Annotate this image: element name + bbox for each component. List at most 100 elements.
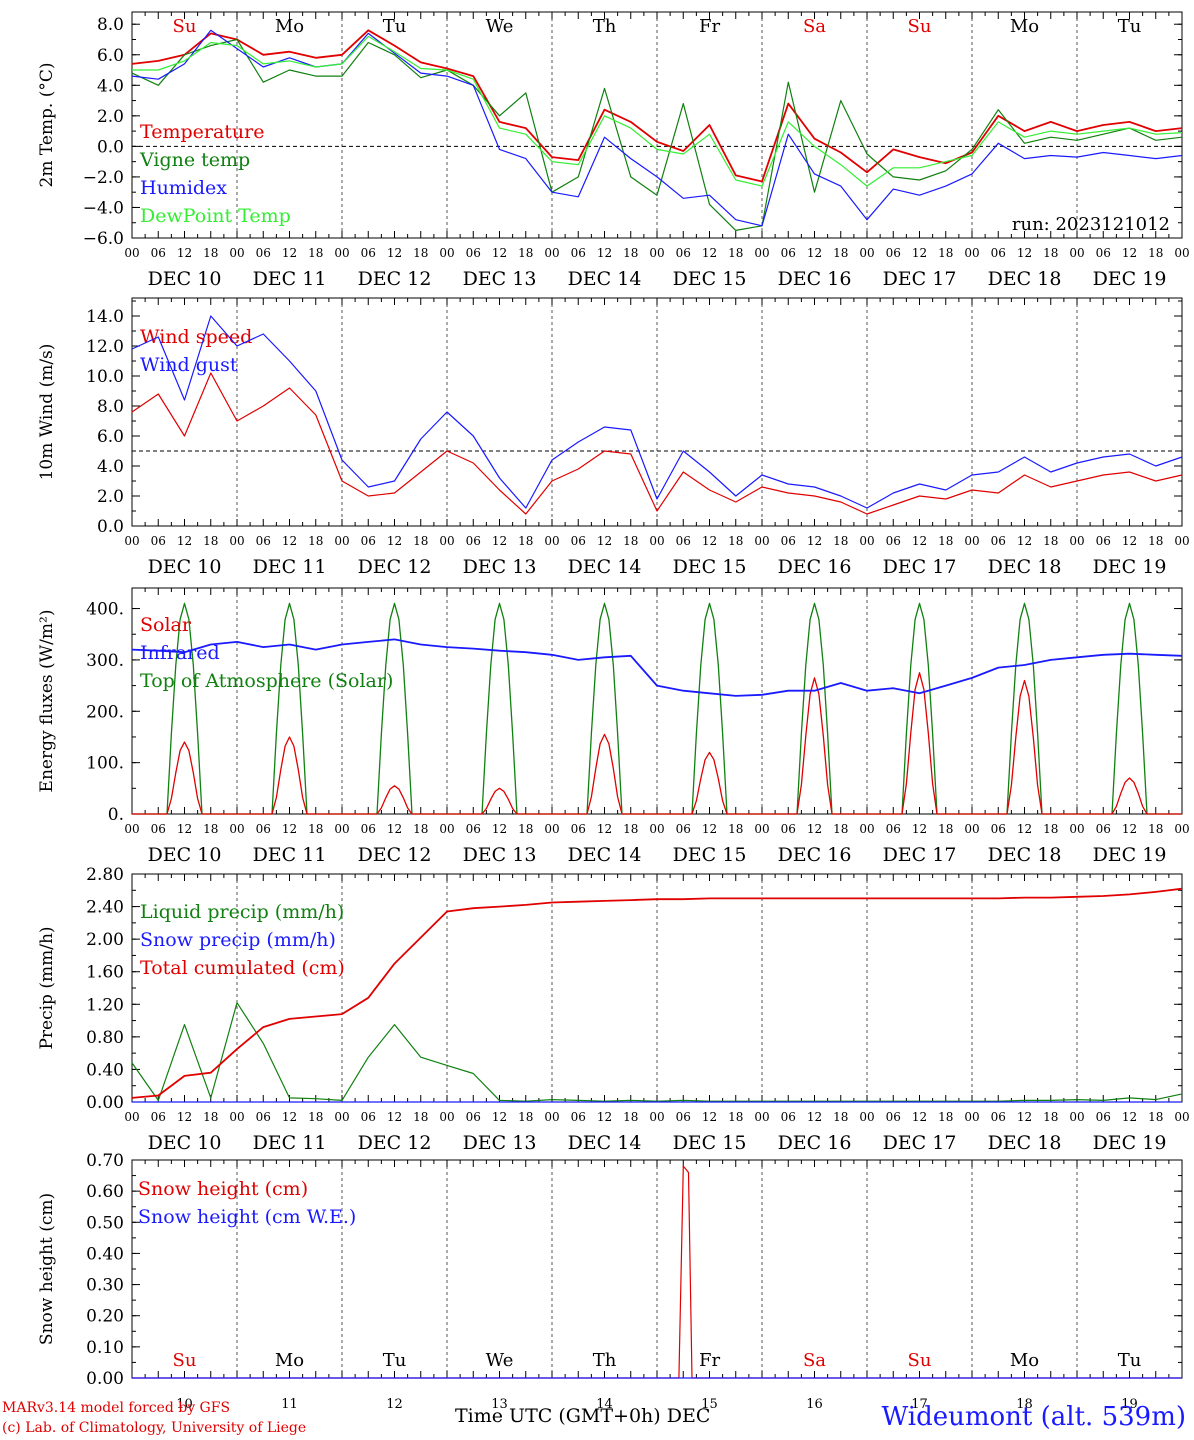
series-line-wind-gust	[131, 315, 1183, 509]
y-tick-label: 0.40	[86, 1060, 124, 1080]
y-tick-label: 100.	[86, 754, 124, 774]
hour-tick-label: 12	[387, 246, 402, 260]
hour-tick-label: 18	[833, 822, 848, 836]
y-tick-label: 1.60	[86, 963, 124, 983]
y-tick-label: 0.20	[86, 1307, 124, 1327]
hour-tick-label: 18	[938, 534, 953, 548]
hour-tick-label: 12	[912, 246, 927, 260]
legend-entry: DewPoint Temp	[140, 205, 291, 227]
hour-tick-label: 12	[1122, 822, 1137, 836]
hour-tick-label: 00	[964, 822, 979, 836]
y-tick-label: 14.0	[86, 307, 124, 327]
panel-temp: 8.0 6.0 4.0 2.0 0.0 −2.0 −4.0 −6.0 2m Temp. (°C)…	[37, 11, 1190, 290]
hour-tick-label: 00	[859, 534, 874, 548]
day-abbrev-label: Fr	[699, 1350, 720, 1371]
legend-entry: Snow height (cm W.E.)	[138, 1206, 356, 1228]
hour-tick-label: 00	[649, 246, 664, 260]
hour-tick-label: 12	[597, 1110, 612, 1124]
hour-tick-label: 18	[938, 246, 953, 260]
hour-tick-label: 12	[807, 822, 822, 836]
day-abbrev-label: Mo	[1010, 16, 1039, 37]
hour-tick-label: 00	[439, 1110, 454, 1124]
legend-entry: Vigne temp	[139, 149, 250, 171]
hour-tick-label: 18	[308, 534, 323, 548]
model-credit: MARv3.14 model forced by GFS	[2, 1400, 231, 1416]
hour-tick-label: 06	[991, 246, 1006, 260]
date-label: DEC 10	[148, 556, 222, 578]
y-tick-label: 0.0	[97, 137, 124, 157]
date-label: DEC 15	[673, 1132, 747, 1154]
y-tick-label: −4.0	[83, 198, 124, 218]
day-number-label: 18	[1016, 1397, 1033, 1412]
date-label: DEC 16	[778, 1132, 852, 1154]
y-axis-label: Energy fluxes (W/m²)	[37, 610, 57, 793]
panel-snow: 0.70 0.60 0.50 0.40 0.30 0.20 0.10 0.00 Snow hei…	[37, 1151, 1183, 1412]
hour-tick-label: 06	[991, 534, 1006, 548]
hour-tick-label: 06	[571, 246, 586, 260]
y-tick-label: −2.0	[83, 168, 124, 188]
date-label: DEC 19	[1093, 844, 1167, 866]
hour-tick-label: 06	[466, 534, 481, 548]
hour-tick-label: 18	[833, 534, 848, 548]
legend-entry: Temperature	[140, 121, 264, 143]
hour-tick-label: 06	[1096, 246, 1111, 260]
hour-tick-label: 06	[676, 534, 691, 548]
day-abbrev-label: Mo	[1010, 1350, 1039, 1371]
hour-tick-label: 18	[203, 246, 218, 260]
day-abbrev-label: Th	[593, 16, 617, 37]
date-label: DEC 11	[253, 268, 327, 290]
hour-tick-label: 00	[544, 534, 559, 548]
date-label: DEC 18	[988, 268, 1062, 290]
hour-tick-label: 00	[439, 246, 454, 260]
hour-tick-label: 12	[492, 822, 507, 836]
hour-tick-label: 12	[387, 822, 402, 836]
hour-tick-label: 12	[492, 1110, 507, 1124]
infrared-line	[131, 638, 1183, 697]
hour-tick-label: 12	[807, 1110, 822, 1124]
hour-tick-label: 18	[833, 1110, 848, 1124]
hour-tick-label: 06	[886, 246, 901, 260]
hour-tick-label: 00	[229, 822, 244, 836]
day-number-label: 16	[806, 1397, 823, 1412]
hour-tick-label: 12	[492, 534, 507, 548]
date-label: DEC 14	[568, 268, 642, 290]
day-number-label: 13	[491, 1397, 508, 1412]
day-number-label: 17	[911, 1397, 928, 1412]
day-abbrev-label: Mo	[275, 1350, 304, 1371]
hour-tick-label: 00	[124, 1110, 139, 1124]
hour-tick-label: 06	[466, 246, 481, 260]
hour-tick-label: 00	[1069, 534, 1084, 548]
hour-tick-label: 12	[177, 246, 192, 260]
hour-tick-label: 06	[886, 534, 901, 548]
hour-tick-label: 06	[1096, 1110, 1111, 1124]
date-label: DEC 14	[568, 844, 642, 866]
legend-entry: Solar	[140, 614, 192, 636]
y-tick-label: 8.0	[97, 397, 124, 417]
hour-tick-label: 18	[1043, 534, 1058, 548]
hour-tick-label: 12	[177, 1110, 192, 1124]
hour-tick-label: 12	[1017, 534, 1032, 548]
y-tick-label: 400.	[86, 600, 124, 620]
date-label: DEC 17	[883, 1132, 957, 1154]
date-label: DEC 16	[778, 556, 852, 578]
series-line-wind-speed	[131, 372, 1183, 515]
date-label: DEC 11	[253, 1132, 327, 1154]
hour-tick-label: 00	[544, 1110, 559, 1124]
hour-tick-label: 06	[256, 534, 271, 548]
day-abbrev-label: Su	[173, 1350, 197, 1371]
hour-tick-label: 18	[728, 534, 743, 548]
y-tick-label: 1.20	[86, 995, 124, 1015]
legend-entry: Humidex	[140, 177, 227, 199]
date-label: DEC 12	[358, 268, 432, 290]
hour-tick-label: 00	[124, 246, 139, 260]
y-tick-label: 0.60	[86, 1182, 124, 1202]
y-tick-label: 0.40	[86, 1244, 124, 1264]
hour-tick-label: 18	[728, 822, 743, 836]
hour-tick-label: 18	[203, 1110, 218, 1124]
hour-tick-label: 06	[466, 822, 481, 836]
hour-tick-label: 00	[229, 246, 244, 260]
hour-tick-label: 12	[1017, 822, 1032, 836]
hour-tick-label: 18	[1043, 1110, 1058, 1124]
legend-entry: Total cumulated (cm)	[140, 957, 345, 979]
hour-tick-label: 18	[413, 246, 428, 260]
